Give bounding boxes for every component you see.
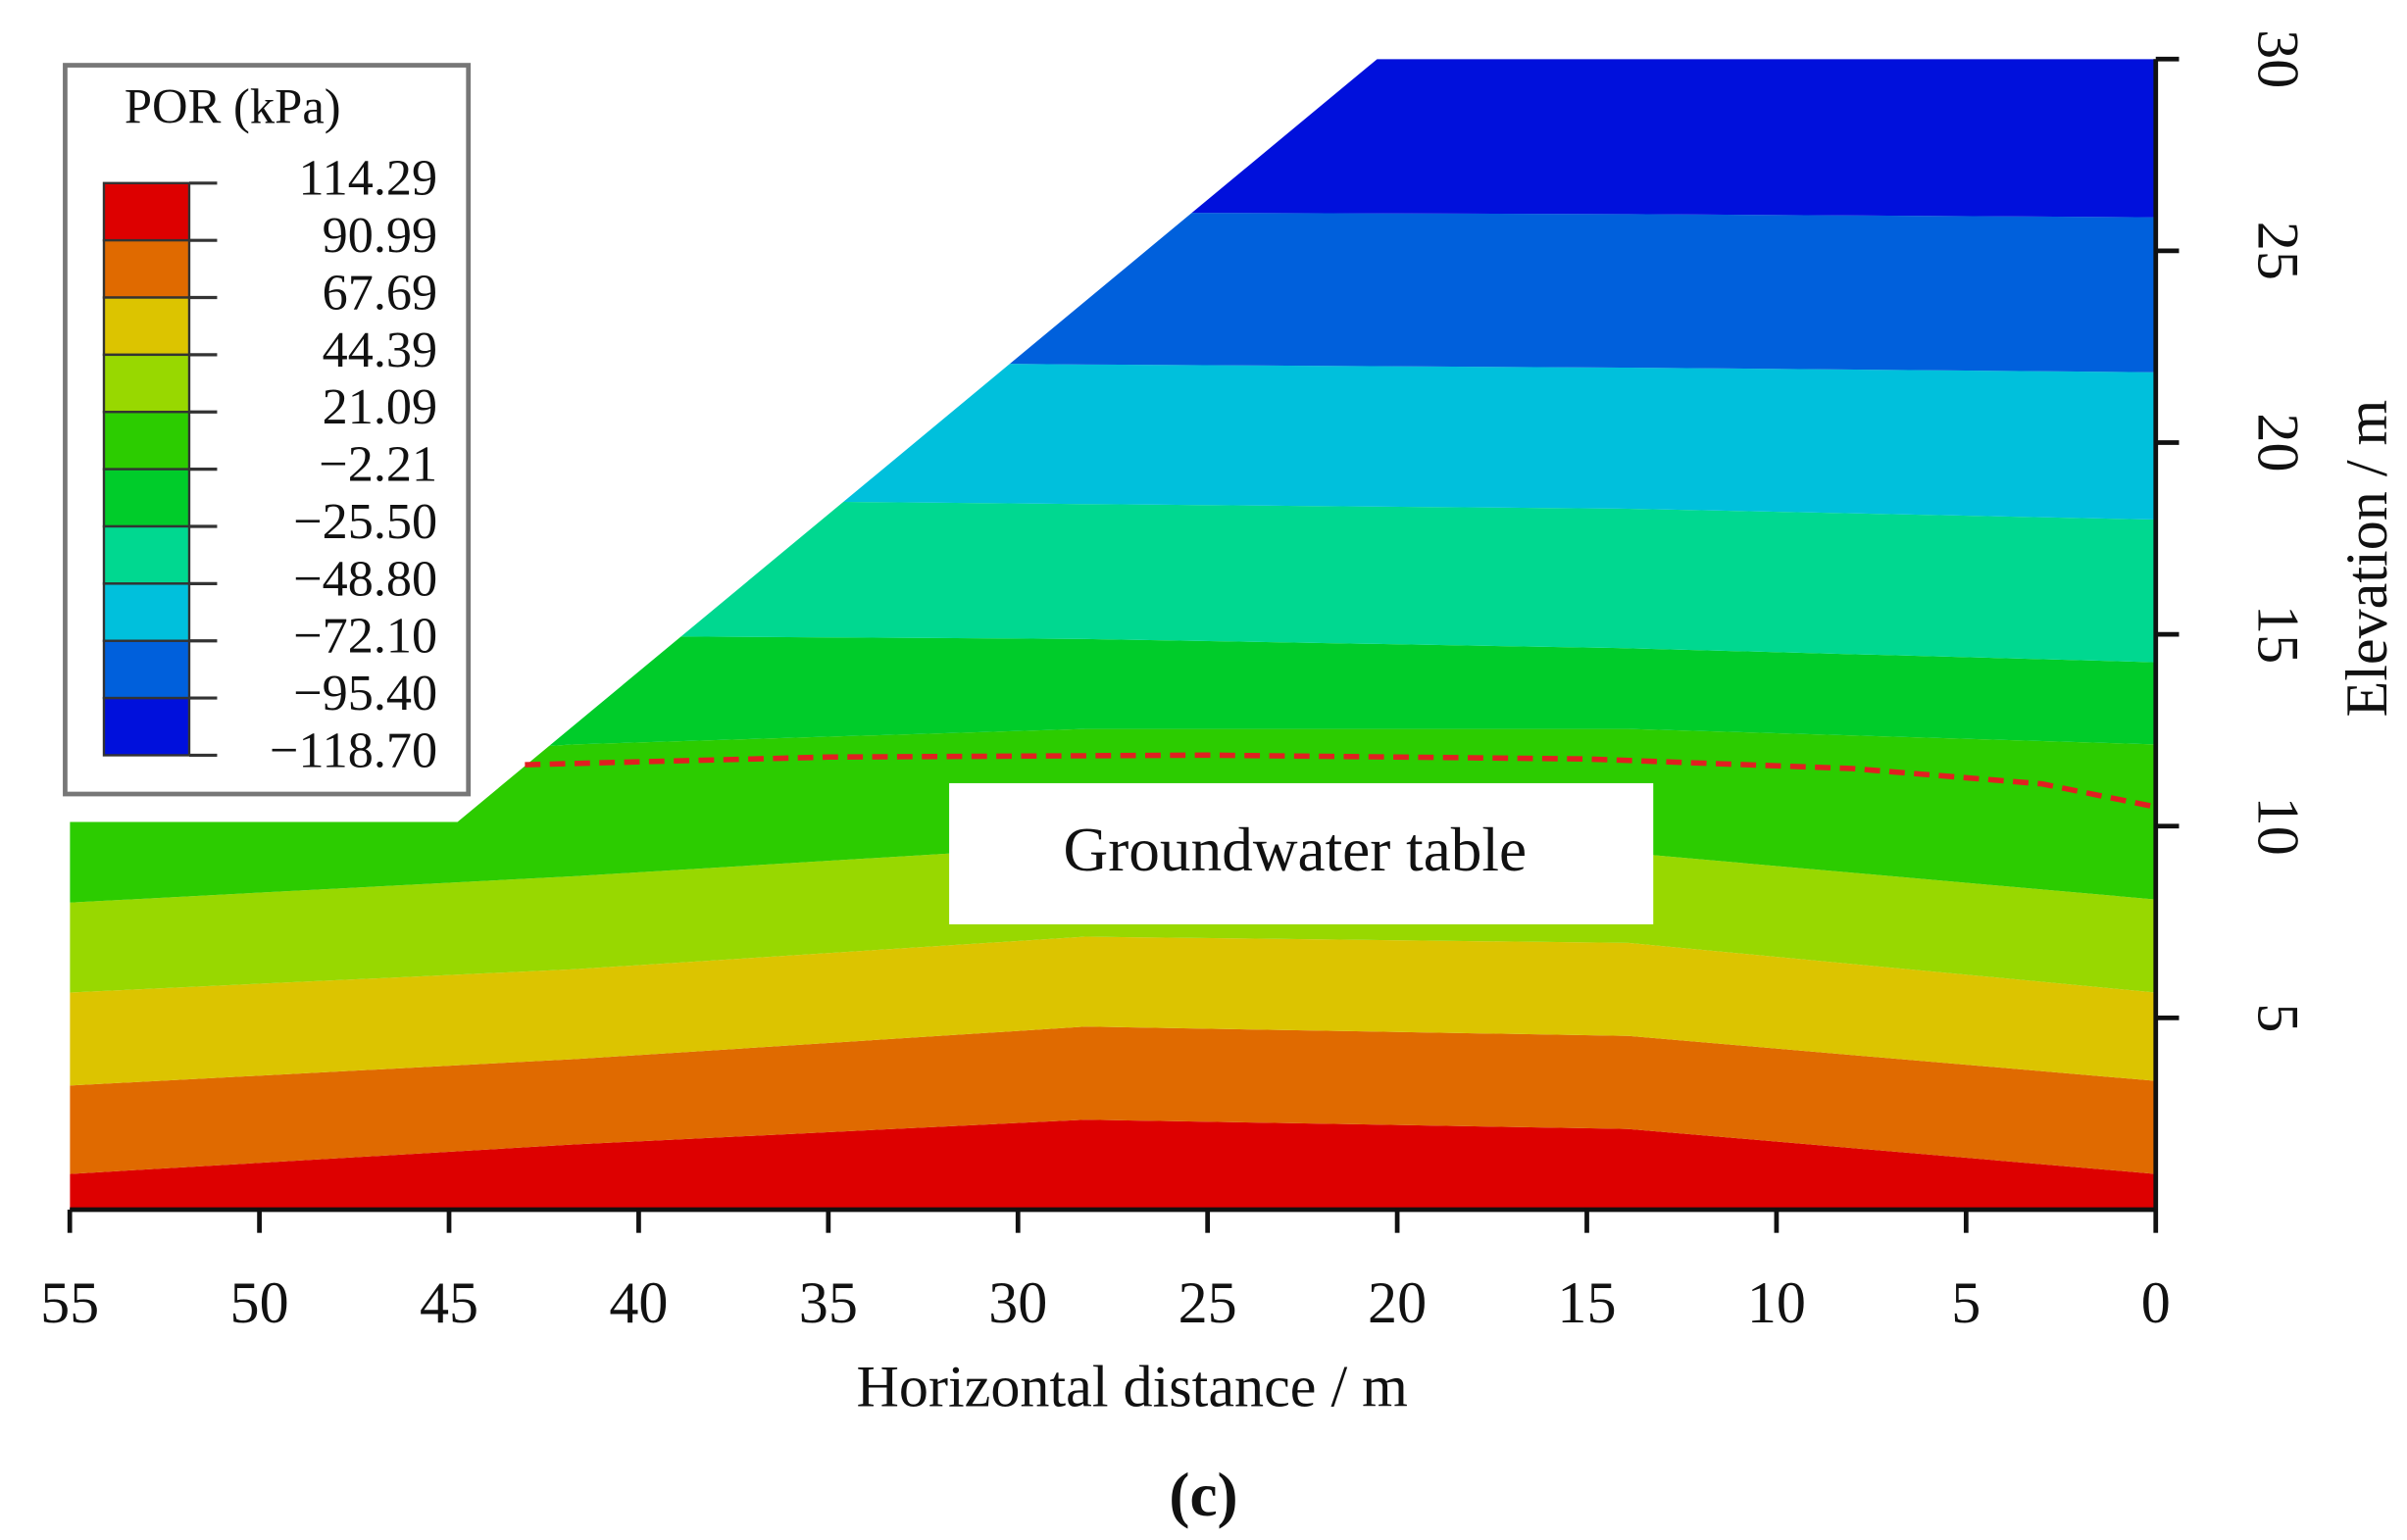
x-tick-label: 5 bbox=[1951, 1270, 1981, 1336]
x-tick-label: 30 bbox=[988, 1270, 1047, 1336]
x-axis-label: Horizontal distance / m bbox=[857, 1354, 1408, 1419]
legend-swatch bbox=[102, 411, 191, 471]
legend-label: −2.21 bbox=[319, 436, 437, 493]
legend-swatch bbox=[102, 639, 191, 700]
groundwater-line bbox=[525, 752, 2157, 810]
legend-label: 67.69 bbox=[323, 265, 437, 322]
y-tick-label: 10 bbox=[2245, 797, 2311, 856]
y-axis-label: Elevation / m bbox=[2334, 400, 2400, 718]
legend-label: −95.40 bbox=[293, 665, 437, 721]
legend-label: 114.29 bbox=[298, 150, 437, 207]
x-tick-label: 0 bbox=[2141, 1270, 2171, 1336]
y-tick-label: 15 bbox=[2245, 605, 2311, 664]
legend-swatch bbox=[102, 296, 191, 357]
annotation: Groundwater table bbox=[1064, 816, 1528, 884]
contour-band bbox=[70, 1119, 2156, 1210]
legend-label: 90.99 bbox=[323, 207, 437, 264]
caption: (c) bbox=[1169, 1461, 1237, 1529]
x-tick-label: 15 bbox=[1557, 1270, 1616, 1336]
legend-label: 21.09 bbox=[323, 378, 437, 435]
legend-label: 44.39 bbox=[323, 322, 437, 378]
legend-label: −25.50 bbox=[293, 493, 437, 550]
legend-swatch bbox=[102, 696, 191, 757]
x-tick-label: 10 bbox=[1747, 1270, 1806, 1336]
legend-label: −118.70 bbox=[270, 721, 437, 778]
y-tick-label: 5 bbox=[2245, 1003, 2311, 1032]
legend-swatch bbox=[102, 524, 191, 585]
y-tick-label: 25 bbox=[2245, 222, 2311, 280]
contour-band bbox=[70, 936, 2156, 1086]
legend-title: POR (kPa) bbox=[125, 79, 341, 134]
x-tick-label: 55 bbox=[40, 1270, 99, 1336]
annotation-box bbox=[949, 782, 1654, 924]
legend-swatch bbox=[102, 582, 191, 642]
x-tick-label: 40 bbox=[609, 1270, 668, 1336]
x-tick-label: 50 bbox=[230, 1270, 289, 1336]
y-tick-label: 20 bbox=[2245, 413, 2311, 472]
x-tick-label: 35 bbox=[799, 1270, 858, 1336]
legend-label: −48.80 bbox=[293, 550, 437, 607]
legend-swatch bbox=[102, 238, 191, 299]
y-tick-label: 30 bbox=[2245, 29, 2311, 88]
x-tick-label: 45 bbox=[420, 1270, 478, 1336]
x-tick-label: 20 bbox=[1368, 1270, 1427, 1336]
contour-band bbox=[70, 1026, 2156, 1174]
legend-label: −72.10 bbox=[293, 608, 437, 665]
legend-swatch bbox=[102, 353, 191, 414]
x-tick-label: 25 bbox=[1178, 1270, 1237, 1336]
legend-swatch bbox=[102, 468, 191, 528]
legend-swatch bbox=[102, 181, 191, 242]
